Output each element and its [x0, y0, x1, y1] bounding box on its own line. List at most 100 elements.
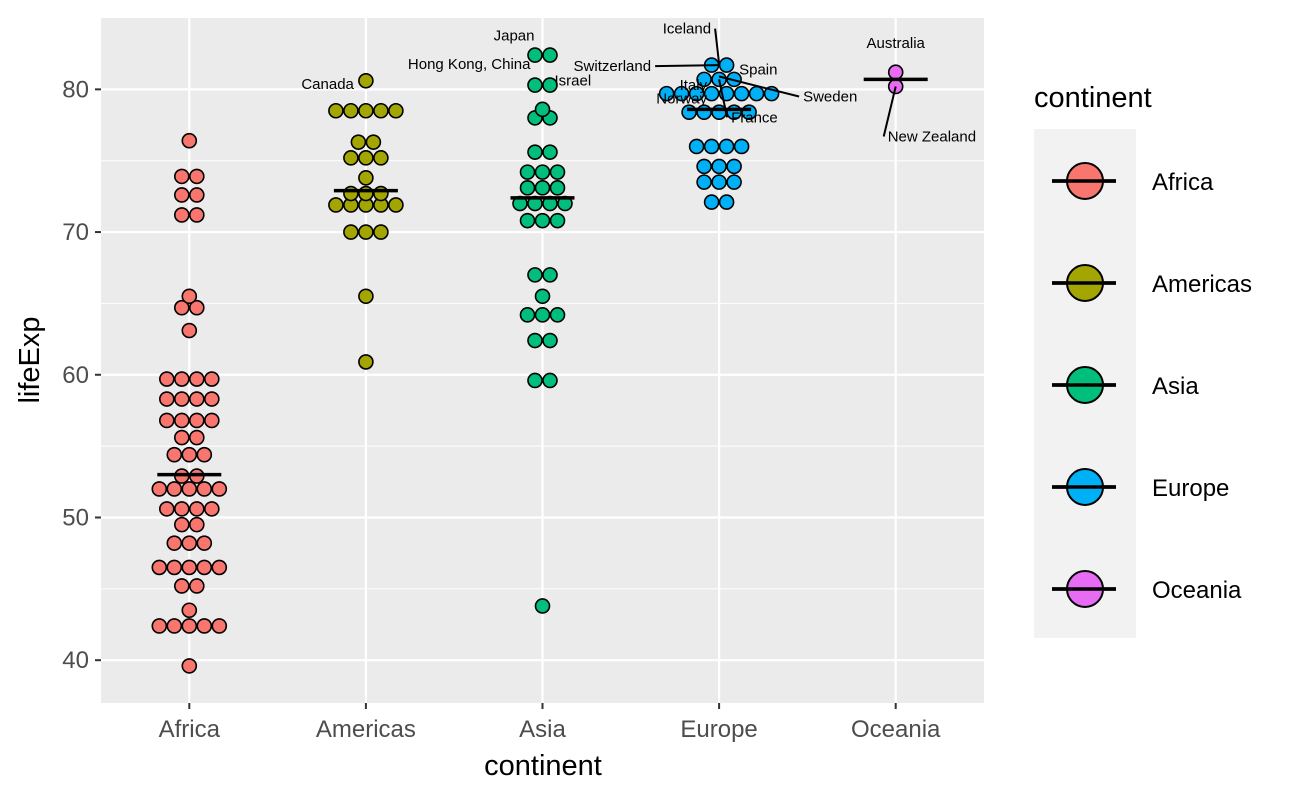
annotation-label: New Zealand — [888, 129, 976, 146]
data-point — [159, 501, 175, 517]
data-point — [204, 501, 220, 517]
x-axis: Africa Americas Asia Europe Oceania — [159, 703, 941, 743]
data-point — [204, 371, 220, 387]
data-point — [181, 559, 198, 576]
data-point — [358, 72, 374, 89]
data-point — [174, 168, 190, 185]
data-point — [519, 164, 536, 180]
data-point — [181, 658, 198, 674]
data-point — [181, 618, 198, 634]
data-point — [166, 481, 183, 497]
data-point — [196, 446, 213, 463]
annotation-label: Israel — [555, 72, 592, 89]
data-point — [189, 578, 205, 594]
data-point — [703, 85, 720, 102]
data-point — [534, 212, 551, 229]
data-point — [189, 391, 205, 407]
data-point — [159, 391, 175, 407]
data-point — [534, 598, 551, 614]
data-point — [358, 185, 374, 202]
data-point — [343, 150, 359, 166]
annotation-leader-line — [718, 75, 800, 98]
data-point — [358, 150, 374, 166]
data-point — [189, 429, 205, 446]
data-point — [189, 501, 205, 517]
data-point — [358, 170, 374, 186]
data-point — [358, 224, 374, 240]
annotation-label: Iceland — [663, 21, 711, 38]
data-point — [181, 481, 198, 497]
data-point — [343, 224, 359, 240]
legend-label: Europe — [1152, 475, 1229, 502]
annotation-label: Japan — [494, 27, 535, 44]
annotation-label: Switzerland — [574, 58, 652, 75]
data-point — [519, 307, 536, 323]
legend-item: Africa — [1052, 162, 1214, 200]
data-point — [703, 194, 720, 210]
data-point — [196, 481, 213, 497]
annotation-leader-line — [882, 86, 897, 137]
legend-item: Americas — [1052, 264, 1252, 302]
data-point — [358, 354, 374, 370]
annotation-label: Hong Kong, China — [408, 56, 531, 73]
data-points — [151, 47, 904, 674]
data-point — [159, 371, 175, 387]
y-tick-label: 40 — [62, 647, 89, 674]
annotation-label: Norway — [656, 91, 707, 108]
y-axis: 40 50 60 70 80 — [62, 76, 101, 674]
data-point — [159, 412, 175, 429]
annotation-leader-line — [714, 28, 721, 64]
data-point — [181, 602, 198, 619]
data-point — [181, 132, 198, 149]
data-point — [204, 412, 220, 429]
data-point — [388, 102, 404, 119]
data-point — [748, 85, 765, 102]
data-point — [343, 185, 359, 202]
data-point — [151, 481, 168, 497]
data-point — [189, 516, 205, 533]
y-tick-label: 70 — [62, 219, 89, 246]
x-tick-label: Asia — [519, 716, 566, 743]
x-tick-label: Africa — [159, 716, 221, 743]
data-point — [542, 77, 558, 93]
data-point — [174, 371, 190, 387]
x-axis-title: continent — [484, 750, 602, 782]
data-point — [519, 180, 536, 196]
data-point — [328, 197, 344, 213]
data-point — [181, 446, 198, 463]
legend-title: continent — [1034, 82, 1152, 114]
data-point — [189, 371, 205, 387]
annotation-label: France — [731, 109, 778, 126]
data-point — [726, 174, 742, 190]
data-point — [174, 516, 190, 533]
data-point — [534, 164, 551, 180]
annotation-leader-line — [655, 64, 720, 68]
data-point — [549, 212, 566, 229]
data-point — [549, 180, 566, 196]
data-point — [181, 322, 198, 339]
data-point — [711, 158, 727, 175]
annotation-leader-line — [718, 79, 729, 118]
data-point — [527, 267, 543, 283]
data-point — [166, 618, 183, 634]
x-tick-label: Europe — [680, 716, 757, 743]
data-point — [726, 158, 742, 175]
data-point — [388, 197, 404, 213]
legend-item: Europe — [1052, 468, 1229, 506]
data-point — [542, 267, 558, 283]
data-point — [350, 134, 367, 150]
data-point — [696, 158, 712, 175]
data-point — [527, 144, 543, 160]
data-point — [673, 85, 690, 102]
data-point — [542, 144, 558, 160]
y-tick-label: 50 — [62, 504, 89, 531]
annotations: Canada Japan Hong Kong, China Israel Iceland… — [301, 21, 976, 146]
data-point — [703, 138, 720, 155]
data-point — [181, 535, 198, 551]
data-point — [166, 535, 183, 551]
data-point — [519, 212, 536, 229]
y-axis-title: lifeExp — [14, 316, 46, 403]
y-tick-label: 80 — [62, 76, 89, 103]
annotation-label: Spain — [739, 62, 777, 79]
data-point — [343, 102, 359, 119]
